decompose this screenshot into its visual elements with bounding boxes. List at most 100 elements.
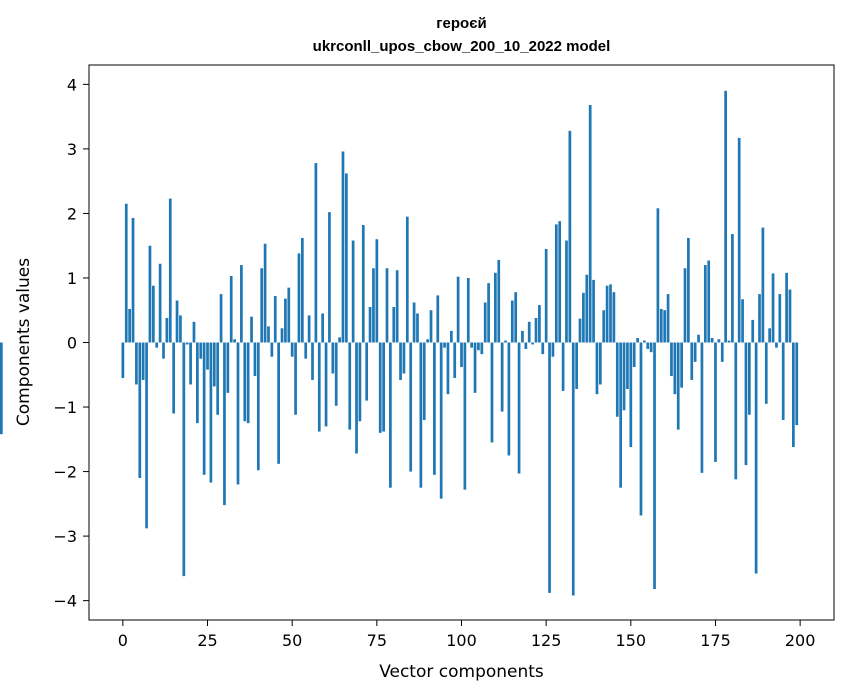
bar-158	[656, 208, 660, 343]
bar-50	[290, 342, 294, 357]
bar-103	[470, 342, 474, 348]
bar-168	[690, 342, 694, 380]
y-tick-label: −4	[53, 592, 77, 611]
bar-3	[131, 217, 135, 343]
bar-100	[460, 342, 463, 368]
bar-180	[731, 234, 734, 343]
bar-48	[284, 298, 287, 343]
bar-105	[477, 342, 480, 351]
bar-44	[270, 342, 274, 357]
bar-68	[351, 240, 355, 343]
chart-title-line-1: героєй	[436, 15, 486, 32]
bar-65	[341, 151, 345, 343]
bar-183	[741, 299, 744, 343]
bar-92	[433, 342, 436, 475]
bar-94	[439, 342, 443, 499]
bar-77	[382, 342, 385, 432]
bar-31	[226, 342, 230, 393]
bar-141	[598, 342, 602, 385]
bar-76	[378, 342, 382, 433]
bar-23	[199, 342, 203, 359]
bar-191	[768, 328, 772, 343]
x-tick-label: 50	[282, 631, 302, 650]
bar-60	[324, 342, 328, 427]
y-axis-ticks: −4 −3 −2 −1 0 1 2 3 4	[53, 75, 89, 611]
bar-27	[212, 342, 216, 387]
bar-174	[710, 337, 714, 343]
bar-133	[571, 342, 575, 596]
bar-149	[626, 342, 629, 389]
bar-140	[595, 342, 599, 395]
bar-14	[168, 198, 172, 343]
bar-66	[345, 173, 348, 343]
bar-200	[0, 342, 3, 435]
bar-96	[446, 342, 450, 395]
bar-51	[294, 342, 297, 415]
bar-112	[500, 342, 504, 412]
bar-73	[368, 307, 372, 343]
bar-18	[182, 342, 186, 577]
bar-24	[202, 342, 206, 475]
bar-62	[331, 342, 335, 374]
bar-32	[229, 276, 233, 343]
x-tick-label: 0	[118, 631, 128, 650]
bar-43	[267, 326, 270, 343]
bar-36	[243, 342, 247, 422]
bar-21	[192, 321, 196, 343]
bar-86	[412, 302, 416, 343]
bar-39	[253, 342, 257, 377]
bar-146	[615, 342, 619, 417]
bar-2	[128, 308, 131, 343]
bar-110	[494, 272, 497, 343]
bar-119	[524, 342, 528, 349]
bar-69	[355, 342, 358, 454]
bar-35	[240, 265, 243, 343]
y-tick-label: 0	[67, 334, 77, 353]
bar-169	[693, 342, 697, 362]
bar-85	[409, 342, 413, 472]
bar-101	[463, 342, 467, 490]
bar-102	[466, 277, 470, 343]
bar-57	[314, 163, 318, 343]
bar-30	[223, 342, 226, 506]
bar-88	[419, 342, 423, 488]
bar-59	[321, 313, 325, 343]
bar-190	[764, 342, 768, 404]
bar-81	[395, 270, 399, 343]
bar-195	[781, 342, 785, 420]
bar-25	[206, 342, 209, 370]
y-axis-label: Components values	[14, 258, 34, 426]
bar-154	[643, 340, 646, 343]
bar-167	[687, 237, 690, 343]
bar-163	[673, 342, 677, 395]
bar-93	[436, 295, 440, 343]
bar-41	[260, 268, 264, 343]
bar-98	[453, 342, 457, 378]
bar-64	[338, 337, 341, 343]
bar-155	[646, 342, 650, 349]
bar-156	[649, 342, 653, 353]
bar-83	[402, 342, 406, 374]
bar-6	[141, 342, 145, 380]
bar-139	[592, 279, 595, 343]
bar-193	[775, 342, 778, 348]
bar-58	[317, 342, 321, 432]
bar-79	[389, 342, 392, 488]
bar-49	[287, 287, 291, 343]
bar-38	[250, 316, 253, 343]
bar-136	[582, 292, 585, 343]
bar-130	[561, 342, 565, 391]
bar-159	[659, 308, 663, 343]
bar-45	[273, 296, 277, 343]
bar-47	[280, 328, 284, 343]
bar-199	[795, 342, 799, 426]
bar-184	[744, 342, 748, 466]
bar-132	[568, 130, 572, 343]
bar-72	[365, 342, 369, 401]
bar-186	[751, 319, 755, 343]
x-tick-label: 75	[367, 631, 387, 650]
bar-80	[392, 307, 396, 343]
bar-134	[575, 342, 578, 389]
bar-122	[534, 317, 538, 343]
bar-99	[456, 276, 460, 343]
